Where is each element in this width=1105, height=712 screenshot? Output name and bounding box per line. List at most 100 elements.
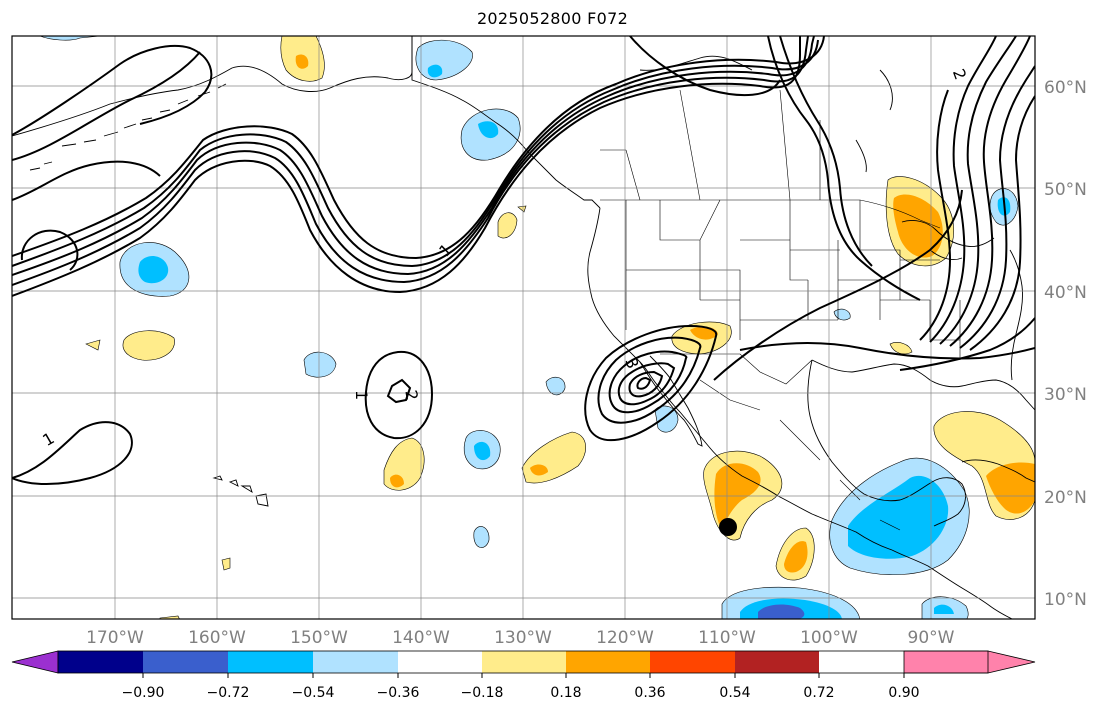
lon-label: 140°W — [392, 628, 450, 648]
us-east-coast — [1009, 249, 1023, 381]
map-frame — [11, 35, 1036, 620]
map-area: 1 2 3 1 2 1 — [12, 36, 1035, 619]
anomaly-blob — [893, 194, 943, 258]
anomaly-blob — [122, 330, 175, 361]
anomaly-blob — [478, 121, 499, 139]
colorbar-tick-label: −0.72 — [207, 685, 250, 701]
gulf-coast — [811, 359, 1035, 411]
mexico-gulf-side — [807, 359, 933, 502]
us-west-coast — [587, 207, 681, 413]
alaska-coast — [12, 36, 413, 137]
contour-line — [969, 95, 1035, 351]
location-marker — [719, 518, 737, 536]
colorbar-segment — [313, 651, 398, 673]
contour-line — [12, 51, 201, 161]
map-title: 2025052800 F072 — [476, 9, 629, 28]
contour-line — [939, 36, 1017, 345]
mexico-states — [699, 379, 901, 531]
anomaly-blob — [784, 541, 808, 573]
colorbar-tick-label: −0.90 — [122, 685, 165, 701]
contour-line — [739, 341, 1035, 360]
contour-line — [617, 362, 676, 406]
colorbar-tick-labels: −0.90 −0.72 −0.54 −0.36 −0.18 0.18 0.36 … — [122, 685, 920, 701]
lon-label: 110°W — [698, 628, 756, 648]
negative-anomaly-shading — [39, 36, 1019, 619]
contour-line — [386, 378, 412, 404]
anomaly-blob — [85, 339, 101, 351]
anomaly-blob — [530, 464, 548, 476]
colorbar-tick-label: 0.72 — [803, 685, 834, 701]
colorbar-tick-label: −0.36 — [377, 685, 420, 701]
colorbar-segment — [58, 651, 143, 673]
contour-line — [20, 229, 79, 271]
lon-label: 150°W — [290, 628, 348, 648]
lon-label: 100°W — [800, 628, 858, 648]
contour-line — [364, 350, 434, 440]
lat-label: 30°N — [1044, 385, 1087, 405]
anomaly-blob — [295, 54, 309, 69]
anomaly-blob — [545, 376, 566, 396]
colorbar-tick-label: 0.54 — [719, 685, 750, 701]
canada-west-coast — [411, 36, 601, 209]
contour-line — [636, 376, 652, 390]
contour-line — [629, 36, 781, 97]
colorbar-tick-label: 0.18 — [550, 685, 581, 701]
latitude-labels: 60°N 50°N 40°N 30°N 20°N 10°N — [1044, 78, 1087, 610]
anomaly-blob — [390, 474, 404, 488]
contour-line — [608, 350, 688, 414]
anomaly-blob — [758, 604, 805, 619]
colorbar-ticks — [142, 673, 905, 678]
central-america — [891, 549, 1014, 619]
longitude-labels: 170°W 160°W 150°W 140°W 130°W 120°W 110°… — [86, 628, 955, 648]
anomaly-blob — [138, 256, 169, 284]
colorbar-tick-label: −0.18 — [461, 685, 504, 701]
contour-line — [12, 36, 809, 286]
lon-label: 160°W — [188, 628, 246, 648]
anomaly-blob — [848, 475, 949, 559]
contour-line — [949, 36, 1031, 347]
anomaly-blob — [654, 405, 679, 433]
yucatan — [931, 477, 966, 527]
lat-label: 60°N — [1044, 78, 1087, 98]
canada-provinces — [600, 89, 821, 201]
colorbar-frame — [57, 650, 989, 674]
contour-line — [929, 36, 997, 343]
contour-line — [959, 65, 1035, 349]
lon-label: 170°W — [86, 628, 144, 648]
colorbar-tick-label: 0.90 — [888, 685, 919, 701]
contour-line — [628, 370, 664, 398]
anomaly-blob — [427, 64, 443, 78]
anomaly-blob — [517, 205, 527, 213]
contour-line — [584, 324, 718, 442]
contour-label: 2 — [401, 389, 421, 402]
colorbar-segment — [143, 651, 228, 673]
anomaly-blob — [934, 604, 954, 614]
lat-label: 40°N — [1044, 283, 1087, 303]
anomaly-blob — [221, 557, 231, 571]
colorbar-segment — [398, 651, 482, 673]
colorbar: −0.90 −0.72 −0.54 −0.36 −0.18 0.18 0.36 … — [11, 650, 1036, 701]
contour-line — [767, 36, 921, 301]
political-borders — [600, 89, 961, 531]
contour-line — [919, 89, 952, 341]
lon-label: 130°W — [494, 628, 552, 648]
colorbar-tick-label: 0.36 — [634, 685, 665, 701]
anomaly-blob — [473, 526, 490, 548]
lat-label: 50°N — [1044, 180, 1087, 200]
hawaii-islands — [212, 475, 269, 507]
lon-label: 120°W — [596, 628, 654, 648]
anomaly-blob — [159, 615, 180, 619]
lat-label: 10°N — [1044, 590, 1087, 610]
positive-anomaly-shading — [85, 36, 1035, 619]
colorbar-extend-min — [11, 650, 59, 674]
lon-label: 90°W — [908, 628, 955, 648]
colorbar-extend-max — [903, 650, 1036, 674]
contour-line — [12, 36, 801, 297]
colorbar-segment — [735, 651, 819, 673]
anomaly-blob — [303, 351, 337, 378]
contour-line — [713, 189, 963, 381]
cuba-caribbean — [961, 459, 1035, 483]
contour-line — [12, 36, 815, 276]
colorbar-tick-label: −0.54 — [292, 685, 335, 701]
